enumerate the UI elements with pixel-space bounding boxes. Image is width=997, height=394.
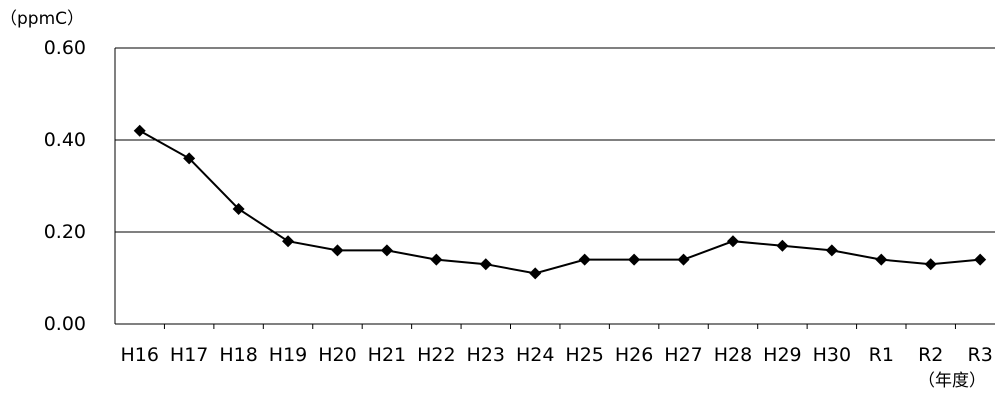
data-point-marker [776, 239, 789, 252]
data-point-marker [677, 253, 690, 266]
data-point-marker [924, 258, 937, 271]
x-tick-marks [163, 324, 956, 329]
y-tick-label: 0.60 [44, 37, 86, 59]
data-point-marker [282, 235, 295, 248]
y-tick-labels: 0.00 0.20 0.40 0.60 [44, 37, 86, 335]
x-tick-label: R3 [968, 344, 993, 366]
data-point-marker [628, 253, 641, 266]
x-tick-label: H29 [763, 344, 801, 366]
x-tick-label: H22 [417, 344, 455, 366]
x-tick-label: H18 [219, 344, 257, 366]
gridlines [115, 47, 995, 233]
series-line [139, 129, 981, 275]
y-tick-label: 0.40 [44, 129, 86, 151]
data-point-marker [825, 244, 838, 257]
y-tick-label: 0.00 [44, 313, 86, 335]
x-tick-label: H19 [269, 344, 307, 366]
x-tick-labels: H16 H17 H18 H19 H20 H21 H22 H23 H24 H25 H26 H27 H28 H… [120, 344, 992, 366]
axes [114, 48, 995, 325]
data-point-marker [479, 258, 492, 271]
x-tick-label: R1 [869, 344, 894, 366]
data-point-marker [726, 235, 739, 248]
data-point-marker [974, 253, 987, 266]
y-unit-label: （ppmC） [0, 9, 84, 29]
data-point-marker [875, 253, 888, 266]
data-point-marker [183, 152, 196, 165]
x-tick-label: H27 [664, 344, 702, 366]
data-markers [133, 124, 987, 280]
y-tick-label: 0.20 [44, 221, 86, 243]
data-point-marker [331, 244, 344, 257]
x-tick-label: H21 [368, 344, 406, 366]
x-tick-label: R2 [918, 344, 943, 366]
x-tick-label: H20 [318, 344, 356, 366]
data-point-marker [578, 253, 591, 266]
x-tick-label: H25 [565, 344, 603, 366]
x-tick-label: H16 [120, 344, 158, 366]
x-tick-label: H17 [170, 344, 208, 366]
x-tick-label: H23 [467, 344, 505, 366]
x-tick-label: H26 [615, 344, 653, 366]
data-point-marker [133, 124, 146, 137]
x-tick-label: H28 [714, 344, 752, 366]
data-point-marker [430, 253, 443, 266]
x-tick-label: H30 [813, 344, 851, 366]
data-point-marker [380, 244, 393, 257]
x-tick-label: H24 [516, 344, 554, 366]
data-point-marker [529, 267, 542, 280]
data-point-marker [232, 203, 245, 215]
x-unit-label: （年度） [918, 371, 986, 391]
